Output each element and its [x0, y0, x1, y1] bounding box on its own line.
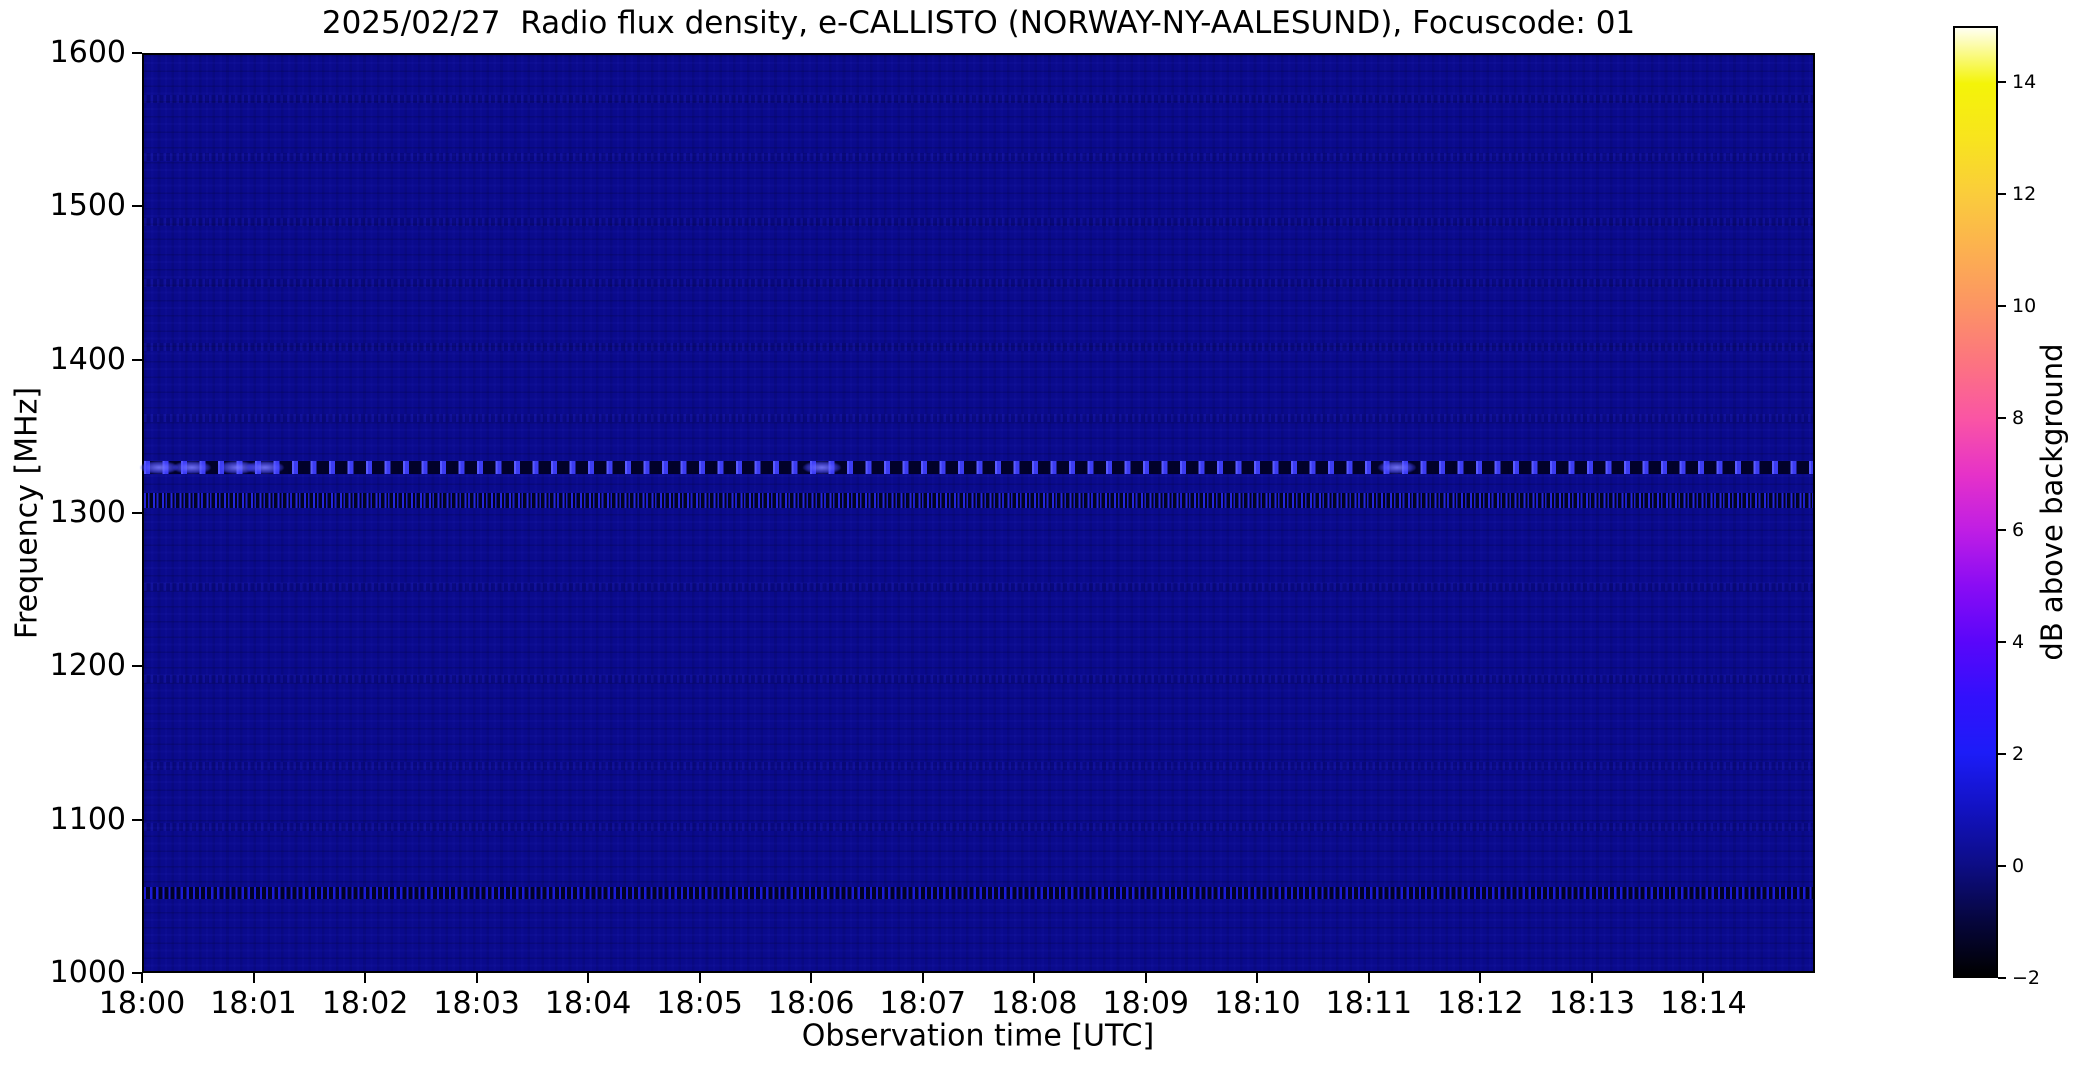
x-tick-label: 18:04 — [544, 986, 632, 1021]
faint-noise-row — [144, 217, 1813, 226]
x-tick-label: 18:02 — [321, 986, 409, 1021]
y-tick-mark — [132, 818, 142, 821]
faint-noise-row — [144, 153, 1813, 162]
x-tick-mark — [587, 973, 590, 983]
y-tick-mark — [132, 972, 142, 974]
y-tick-mark — [132, 665, 142, 668]
colorbar-tick-mark — [1998, 977, 2006, 979]
y-tick-label: 1300 — [49, 495, 126, 530]
x-tick-mark — [1702, 973, 1705, 983]
x-tick-label: 18:01 — [210, 986, 297, 1021]
colorbar-tick-label: 12 — [2012, 183, 2037, 205]
faint-noise-row — [144, 95, 1813, 103]
x-tick-label: 18:06 — [767, 986, 855, 1021]
x-tick-label: 18:11 — [1325, 986, 1413, 1021]
x-tick-label: 18:14 — [1660, 986, 1747, 1021]
rfi-hotspot — [217, 460, 256, 474]
x-tick-mark — [475, 973, 478, 983]
colorbar-tick-mark — [1998, 417, 2006, 419]
x-tick-mark — [921, 973, 924, 983]
rfi-band-1052 — [144, 887, 1813, 900]
colorbar-tick-label: 10 — [2012, 295, 2037, 317]
x-tick-mark — [1590, 973, 1593, 983]
faint-noise-row — [144, 582, 1813, 591]
rfi-hotspot — [803, 460, 842, 474]
x-tick-mark — [810, 973, 813, 983]
colorbar-tick-label: 0 — [2012, 855, 2025, 877]
colorbar-tick-label: 2 — [2012, 743, 2025, 765]
colorbar-tick-mark — [1998, 865, 2006, 867]
colorbar-tick-label: 8 — [2012, 407, 2025, 429]
faint-noise-row — [144, 413, 1813, 422]
background-noise-texture — [144, 55, 1813, 971]
x-tick-label: 18:05 — [656, 986, 743, 1021]
y-tick-label: 1500 — [49, 188, 126, 224]
x-tick-mark — [141, 973, 143, 983]
y-tick-mark — [132, 358, 142, 361]
x-tick-label: 18:10 — [1214, 986, 1301, 1021]
colorbar-tick-label: −2 — [2012, 967, 2041, 989]
rfi-band-1308 — [144, 493, 1813, 509]
x-tick-label: 18:00 — [98, 986, 186, 1021]
faint-noise-row — [144, 762, 1813, 770]
rfi-hotspot — [139, 460, 178, 474]
x-tick-mark — [364, 973, 367, 983]
colorbar-tick-label: 14 — [2012, 71, 2037, 93]
rfi-hotspot — [173, 460, 212, 474]
y-tick-label: 1000 — [49, 955, 126, 990]
x-tick-mark — [1144, 973, 1147, 983]
chart-title: 2025/02/27 Radio flux density, e-CALLIST… — [321, 5, 1636, 41]
faint-noise-row — [144, 279, 1813, 287]
x-tick-label: 18:03 — [433, 986, 520, 1021]
colorbar-tick-mark — [1998, 305, 2006, 307]
y-tick-mark — [132, 512, 142, 514]
y-tick-label: 1400 — [49, 341, 126, 377]
x-tick-mark — [252, 973, 255, 983]
faint-noise-row — [144, 674, 1813, 683]
x-tick-label: 18:12 — [1437, 986, 1524, 1021]
x-tick-label: 18:13 — [1548, 986, 1636, 1021]
rfi-hotspot — [1377, 460, 1416, 474]
colorbar-tick-mark — [1998, 529, 2006, 531]
colorbar-tick-mark — [1998, 81, 2006, 83]
x-tick-label: 18:07 — [879, 986, 966, 1021]
y-tick-mark — [132, 205, 142, 208]
colorbar — [1953, 26, 1998, 978]
rfi-band-1330 — [144, 460, 1813, 474]
x-tick-mark — [1256, 973, 1259, 983]
x-tick-mark — [1367, 973, 1370, 983]
colorbar-tick-label: 6 — [2012, 519, 2025, 541]
y-tick-label: 1600 — [49, 35, 126, 70]
colorbar-tick-mark — [1998, 753, 2006, 755]
faint-noise-row — [144, 343, 1813, 352]
y-tick-mark — [132, 52, 142, 54]
colorbar-label: dB above background — [2035, 343, 2069, 661]
x-tick-label: 18:09 — [1102, 986, 1190, 1021]
x-axis-label: Observation time [UTC] — [801, 1018, 1155, 1054]
x-tick-mark — [698, 973, 701, 983]
y-tick-label: 1100 — [49, 801, 126, 837]
y-axis-label: Frequency [MHz] — [9, 386, 45, 640]
x-tick-mark — [1033, 973, 1036, 983]
spectrogram-plot-area — [139, 53, 1815, 973]
colorbar-tick-mark — [1998, 641, 2006, 643]
faint-noise-row — [144, 823, 1813, 832]
colorbar-tick-label: 4 — [2012, 631, 2025, 653]
x-tick-mark — [1479, 973, 1482, 983]
y-tick-label: 1200 — [49, 648, 126, 684]
x-tick-label: 18:08 — [991, 986, 1078, 1021]
rfi-hotspot — [245, 460, 284, 474]
colorbar-tick-mark — [1998, 193, 2006, 195]
